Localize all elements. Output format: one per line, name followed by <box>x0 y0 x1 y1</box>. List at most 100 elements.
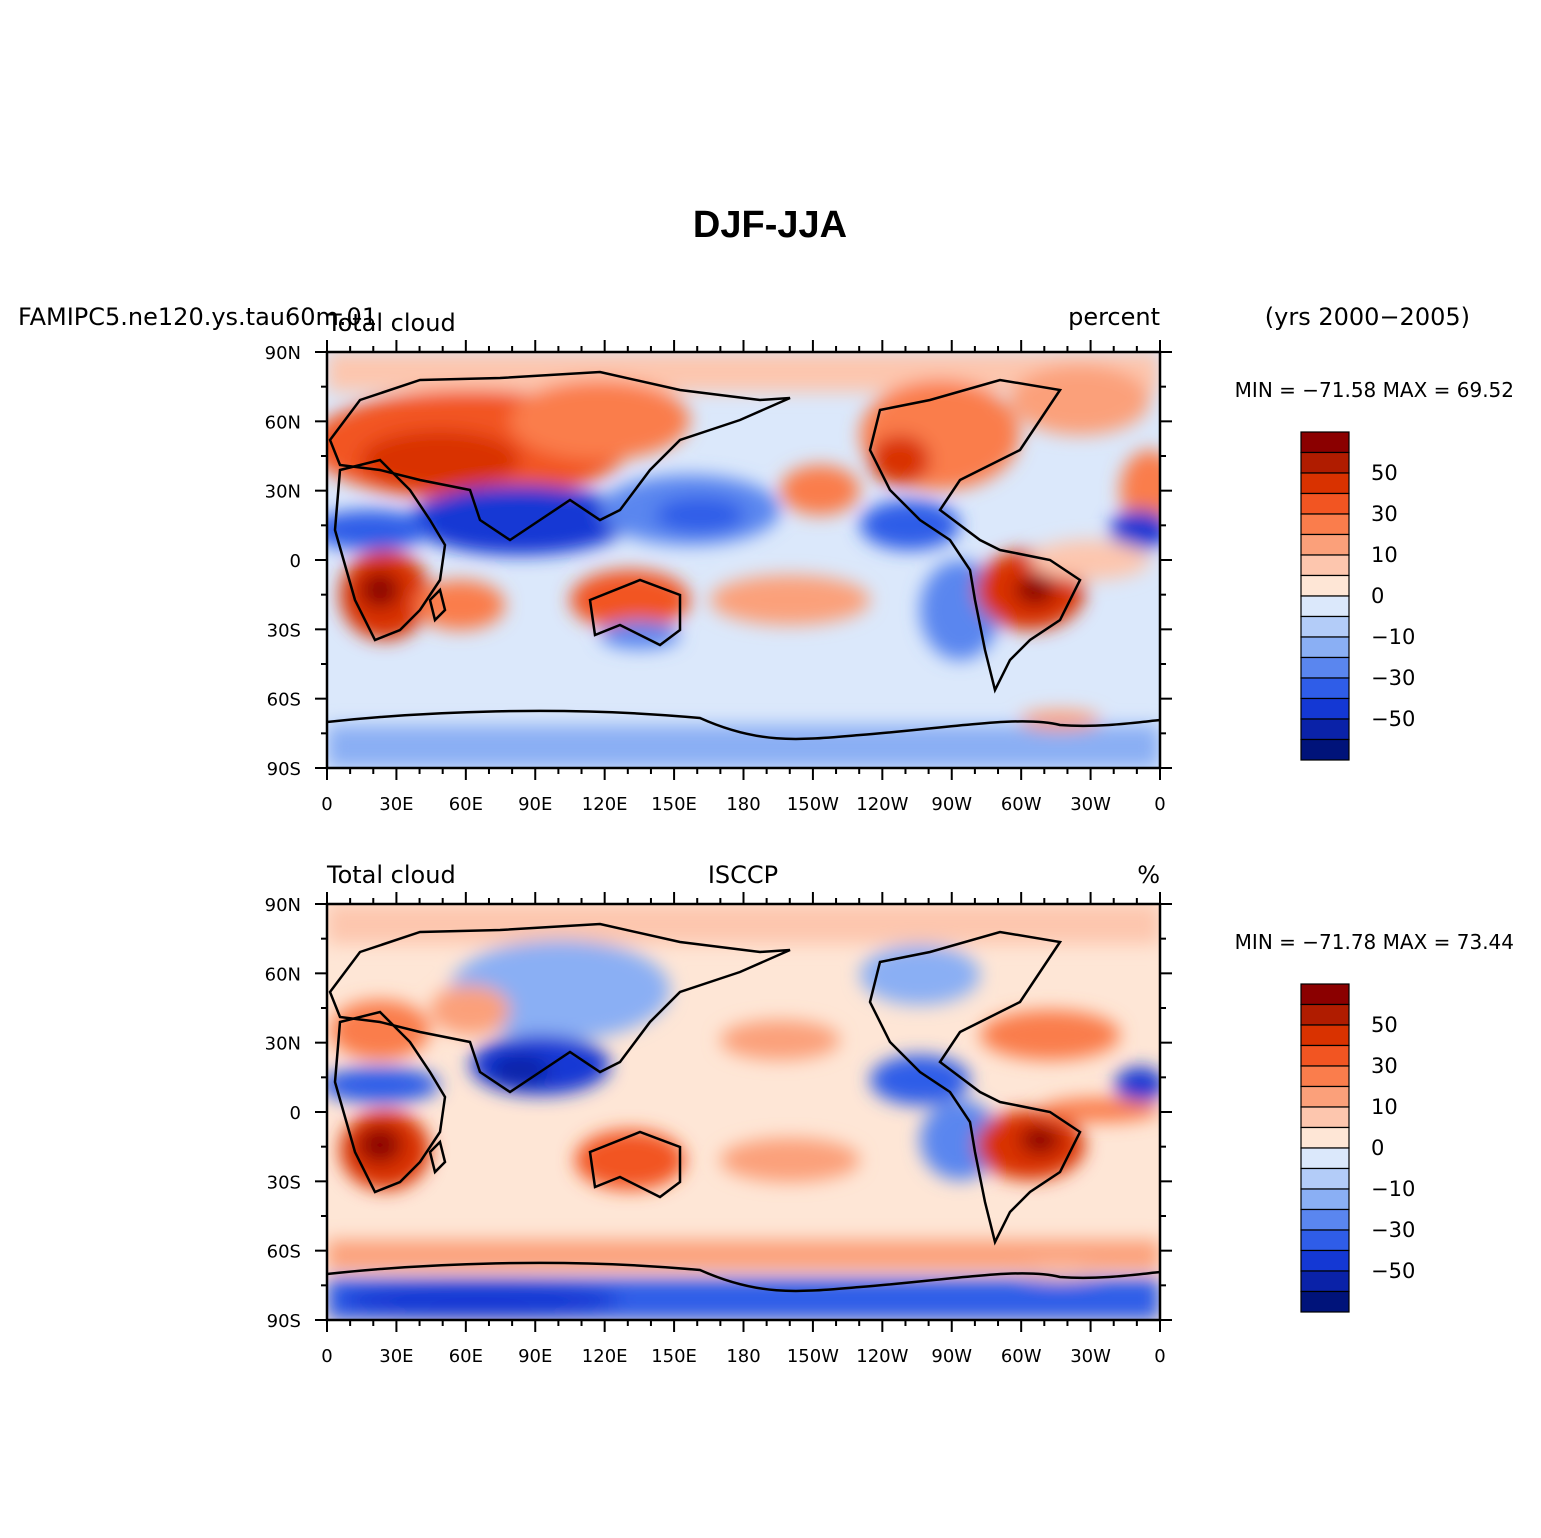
colorbar-swatch <box>1300 1229 1350 1252</box>
colorbar-swatch <box>1300 656 1350 679</box>
colorbar-swatch <box>1300 615 1350 638</box>
colorbar-label: −10 <box>1371 625 1415 649</box>
map-panel-obs: Total cloud ISCCP % MIN = −71.78 MAX = 7… <box>265 861 1514 1367</box>
units-label: % <box>1137 861 1160 889</box>
lon-tick-label: 60W <box>1001 794 1042 815</box>
variable-label: Total cloud <box>326 309 456 337</box>
colorbar-swatch <box>1300 1085 1350 1108</box>
lat-tick-label: 30N <box>265 1034 301 1055</box>
colorbar-label: −30 <box>1371 666 1415 690</box>
colorbar-swatch <box>1300 1106 1350 1129</box>
lon-tick-label: 150E <box>651 794 697 815</box>
colorbar-swatch <box>1300 718 1350 741</box>
lon-tick-label: 180 <box>726 794 760 815</box>
colorbar-swatch <box>1300 1065 1350 1088</box>
colorbar-swatch <box>1300 492 1350 515</box>
colorbar-label: 50 <box>1371 1013 1398 1037</box>
lon-tick-label: 60W <box>1001 1346 1042 1367</box>
colorbar-swatch <box>1300 574 1350 597</box>
colorbar-label: 30 <box>1371 1054 1398 1078</box>
colorbar-label: −10 <box>1371 1177 1415 1201</box>
colorbar-swatch <box>1300 1208 1350 1231</box>
colorbar-swatch <box>1300 1044 1350 1067</box>
lon-tick-label: 60E <box>449 1346 483 1367</box>
lon-tick-label: 120W <box>856 1346 908 1367</box>
lon-tick-label: 0 <box>1154 1346 1165 1367</box>
case-name-label: FAMIPC5.ne120.ys.tau60m.01 <box>18 303 377 331</box>
colorbar-swatch <box>1300 738 1350 761</box>
lon-tick-label: 120E <box>582 1346 628 1367</box>
lon-tick-label: 90E <box>518 794 552 815</box>
obs-source-label: ISCCP <box>708 861 778 889</box>
lat-tick-label: 60N <box>265 412 301 433</box>
colorbar-swatch <box>1300 1270 1350 1293</box>
colorbar-label: 10 <box>1371 543 1398 567</box>
lon-tick-label: 0 <box>321 1346 332 1367</box>
lat-tick-label: 30S <box>267 1172 301 1193</box>
colorbar-label: 0 <box>1371 1136 1384 1160</box>
lat-tick-label: 0 <box>290 551 301 572</box>
lat-tick-label: 60S <box>267 1242 301 1263</box>
lon-tick-label: 150W <box>787 794 839 815</box>
lat-tick-label: 60S <box>267 690 301 711</box>
lon-tick-label: 30W <box>1070 794 1111 815</box>
coastlines <box>327 370 1160 741</box>
colorbar-swatch <box>1300 1126 1350 1149</box>
lon-tick-label: 90W <box>931 794 972 815</box>
colorbar-swatch <box>1300 451 1350 474</box>
lon-tick-label: 30E <box>379 794 413 815</box>
colorbar-swatch <box>1300 472 1350 495</box>
lon-tick-label: 90E <box>518 1346 552 1367</box>
units-label: percent <box>1068 303 1160 331</box>
colorbar-swatch <box>1300 513 1350 536</box>
colorbar-swatch <box>1300 1024 1350 1047</box>
colorbar-swatch <box>1300 595 1350 618</box>
lon-tick-label: 30W <box>1070 1346 1111 1367</box>
colorbar-swatch <box>1300 983 1350 1006</box>
colorbar-swatch <box>1300 1188 1350 1211</box>
lon-tick-label: 150E <box>651 1346 697 1367</box>
colorbar-swatch <box>1300 636 1350 659</box>
colorbar-swatch <box>1300 1290 1350 1313</box>
colorbar-swatch <box>1300 1003 1350 1026</box>
lat-tick-label: 60N <box>265 964 301 985</box>
colorbar-label: −50 <box>1371 1259 1415 1283</box>
lon-tick-label: 60E <box>449 794 483 815</box>
years-label: (yrs 2000−2005) <box>1265 303 1470 331</box>
lat-tick-label: 90S <box>267 1311 301 1332</box>
lon-tick-label: 120E <box>582 794 628 815</box>
lon-tick-label: 30E <box>379 1346 413 1367</box>
lat-tick-label: 90N <box>265 895 301 916</box>
lon-tick-label: 150W <box>787 1346 839 1367</box>
contour-field <box>327 904 1160 1320</box>
colorbar-label: 50 <box>1371 461 1398 485</box>
colorbar-label: −50 <box>1371 707 1415 731</box>
min-max-label: MIN = −71.78 MAX = 73.44 <box>1235 930 1514 954</box>
lat-tick-label: 0 <box>290 1103 301 1124</box>
lon-tick-label: 0 <box>321 794 332 815</box>
colorbar-swatch <box>1300 554 1350 577</box>
lon-tick-label: 0 <box>1154 794 1165 815</box>
colorbar-swatch <box>1300 533 1350 556</box>
colorbar-swatch <box>1300 697 1350 720</box>
lat-tick-label: 90N <box>265 343 301 364</box>
colorbar-swatch <box>1300 431 1350 454</box>
colorbar-model: 50 30 10 0 −10 −30 −50 <box>1300 431 1415 761</box>
lon-tick-label: 90W <box>931 1346 972 1367</box>
colorbar-obs: 50 30 10 0 −10 −30 −50 <box>1300 983 1415 1313</box>
colorbar-label: 0 <box>1371 584 1384 608</box>
lat-tick-label: 30S <box>267 620 301 641</box>
colorbar-swatch <box>1300 1147 1350 1170</box>
lat-tick-label: 30N <box>265 482 301 503</box>
variable-label: Total cloud <box>326 861 456 889</box>
colorbar-swatch <box>1300 1249 1350 1272</box>
colorbar-swatch <box>1300 1167 1350 1190</box>
lon-tick-label: 120W <box>856 794 908 815</box>
map-panel-model: FAMIPC5.ne120.ys.tau60m.01 Total cloud p… <box>18 303 1514 815</box>
map-axes: 90N 60N 30N 0 30S 60S 90S 0 30E 60E 90E 120E 150E 180… <box>265 892 1172 1367</box>
colorbar-label: −30 <box>1371 1218 1415 1242</box>
lat-tick-label: 90S <box>267 759 301 780</box>
contour-field <box>327 352 1160 768</box>
figure-title: DJF-JJA <box>693 204 847 246</box>
